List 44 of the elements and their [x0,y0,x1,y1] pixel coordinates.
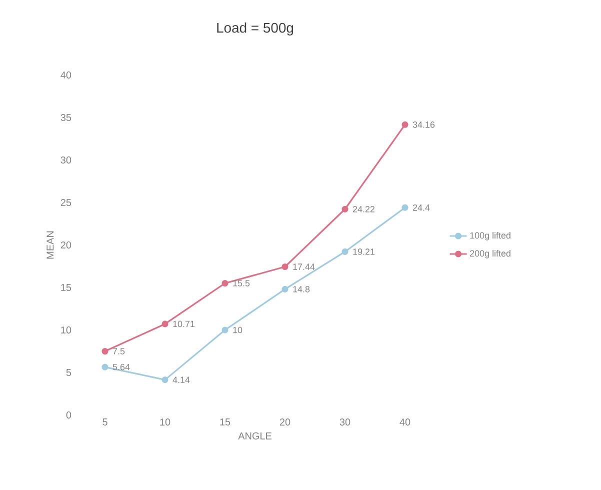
chart-title: Load = 500g [217,22,294,36]
legend-label: 100g lifted [470,232,510,240]
data-label: 5.64 [112,364,130,370]
x-tick-label: 15 [220,418,230,426]
y-tick-label: 0 [66,411,72,419]
point [162,376,168,384]
y-tick-label: 5 [66,369,72,376]
point [402,121,408,128]
data-label: 24.4 [412,204,430,211]
data-label: 7.5 [112,348,125,354]
point [342,206,348,212]
point [222,280,228,287]
y-tick-label: 20 [60,241,72,249]
data-label: 19.21 [353,248,375,255]
y-tick-label: 40 [60,71,72,79]
y-tick-label: 10 [61,326,72,334]
y-tick-label: 30 [60,156,72,164]
legend-label: 200g lifted [470,250,510,258]
data-label: 34.16 [412,121,435,128]
point [162,320,168,328]
x-axis-title: ANGLE [238,432,272,440]
point [282,286,288,292]
data-label: 24.22 [352,206,375,212]
y-tick-label: 15 [61,284,72,291]
x-tick-label: 30 [340,418,350,426]
x-tick-label: 5 [102,418,108,426]
data-label: 10.71 [173,320,195,328]
point [282,263,288,270]
x-tick-label: 10 [160,418,170,426]
point [222,326,228,334]
x-tick-label: 20 [280,418,290,426]
data-label: 14.8 [293,286,310,292]
data-label: 4.14 [172,376,190,383]
data-label: 17.44 [293,264,315,270]
x-tick-label: 40 [400,418,410,426]
y-axis-title: MEAN [46,231,54,259]
y-tick-label: 35 [60,114,72,122]
y-tick-label: 25 [60,198,72,206]
point [102,364,108,370]
point [102,348,108,355]
point [402,204,408,211]
data-label: 15.5 [233,280,250,286]
point [342,248,348,256]
data-label: 10 [233,326,242,334]
